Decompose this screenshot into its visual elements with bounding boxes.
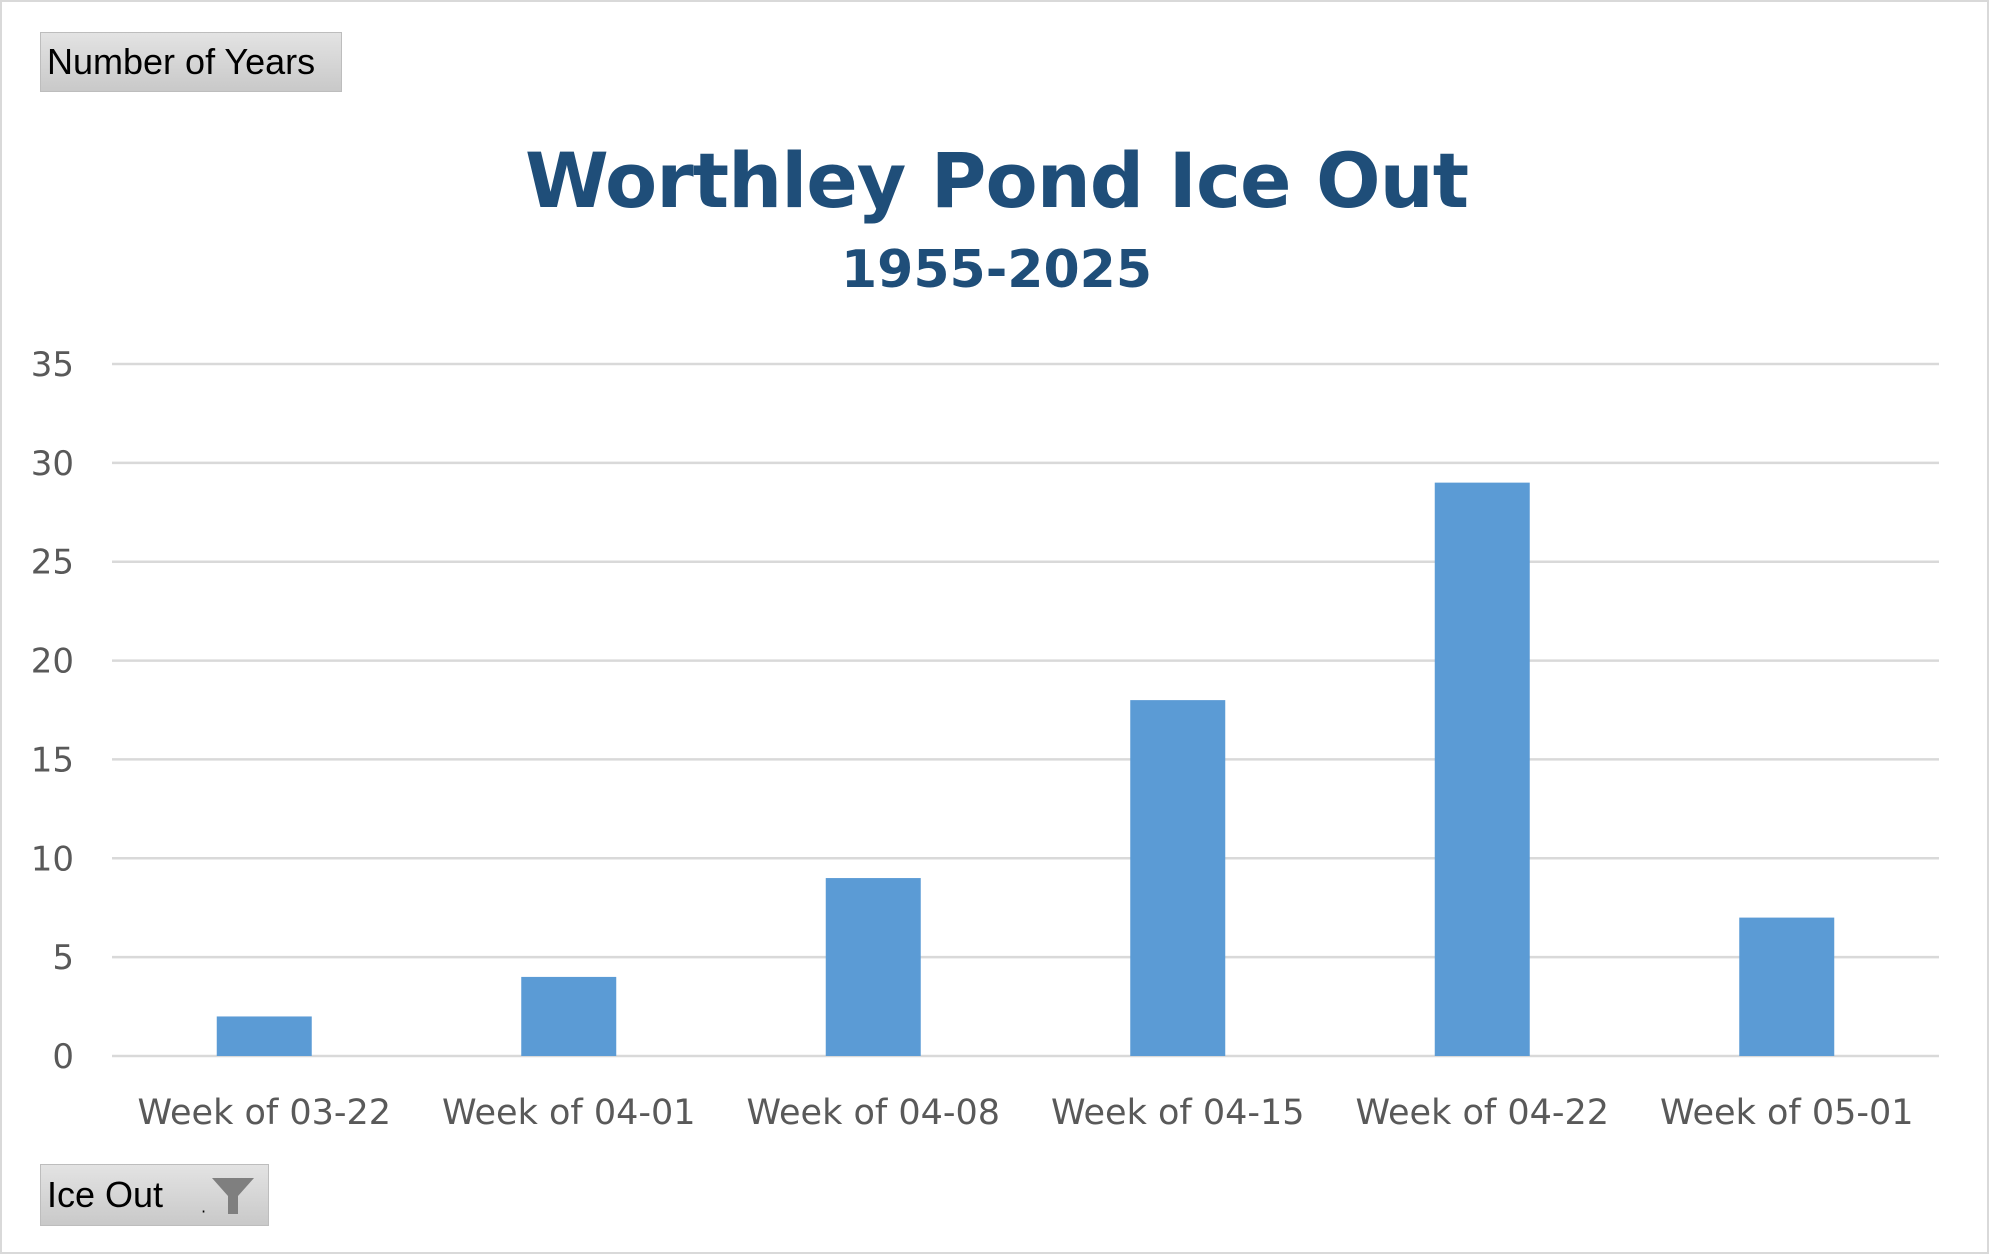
axis-field-label: Ice Out xyxy=(47,1174,164,1215)
y-tick-label: 25 xyxy=(31,543,74,583)
chart-title: Worthley Pond Ice Out xyxy=(524,136,1469,225)
bar xyxy=(1130,700,1226,1056)
values-field-button[interactable]: Number of Years xyxy=(40,32,342,92)
y-tick-label: 35 xyxy=(31,345,74,385)
bar xyxy=(825,878,921,1056)
x-tick-label: Week of 04-22 xyxy=(1355,1093,1609,1133)
y-tick-label: 0 xyxy=(52,1037,74,1077)
filter-icon[interactable] xyxy=(210,1176,256,1216)
bar xyxy=(1739,917,1835,1056)
y-tick-label: 10 xyxy=(31,839,74,879)
x-tick-label: Week of 03-22 xyxy=(137,1093,391,1133)
chart-subtitle: 1955-2025 xyxy=(840,240,1153,300)
y-tick-label: 15 xyxy=(31,740,74,780)
axis-field-button[interactable]: Ice Out ⋅ xyxy=(40,1164,269,1226)
x-tick-label: Week of 04-01 xyxy=(442,1093,696,1133)
bar xyxy=(1434,482,1530,1057)
x-tick-label: Week of 04-08 xyxy=(746,1093,1000,1133)
y-tick-label: 20 xyxy=(31,642,74,682)
y-tick-label: 5 xyxy=(52,938,74,978)
dropdown-indicator-icon[interactable]: ⋅ xyxy=(201,1204,207,1221)
values-field-label: Number of Years xyxy=(47,41,316,82)
x-tick-label: Week of 05-01 xyxy=(1660,1093,1914,1133)
bar xyxy=(521,976,617,1056)
bar xyxy=(216,1016,312,1056)
y-tick-label: 30 xyxy=(31,444,74,484)
x-tick-label: Week of 04-15 xyxy=(1051,1093,1305,1133)
